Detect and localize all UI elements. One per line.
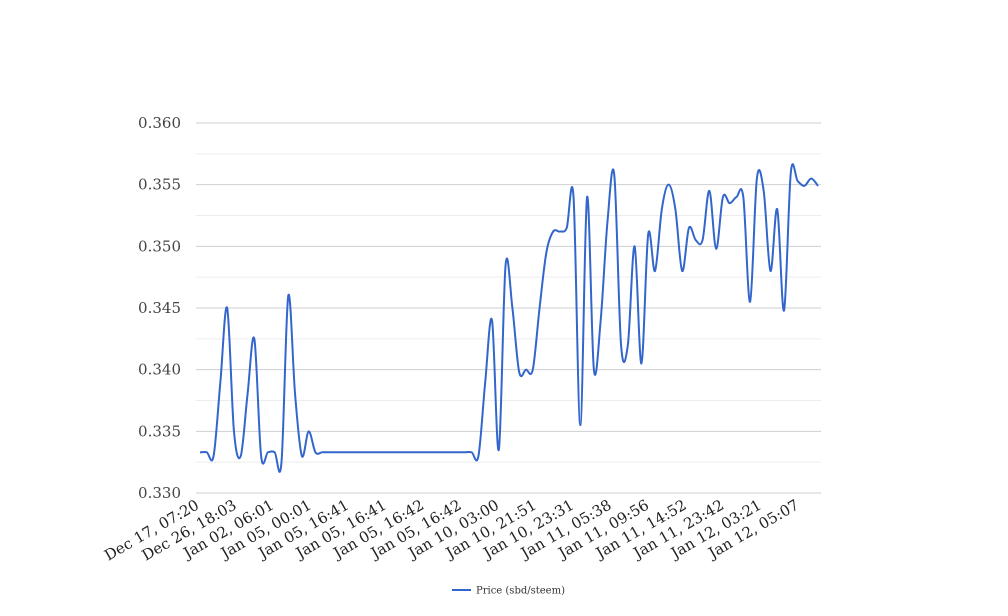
- legend: Price (sbd/steem): [452, 586, 565, 597]
- y-tick-label: 0.330: [138, 484, 181, 502]
- y-tick-label: 0.355: [138, 176, 181, 194]
- y-axis-ticks: 0.330 0.335 0.340 0.345 0.350 0.355 0.360: [138, 114, 181, 502]
- y-tick-label: 0.335: [138, 422, 181, 440]
- series-lines: [199, 163, 819, 473]
- y-tick-label: 0.360: [138, 114, 181, 132]
- gridlines: [196, 122, 821, 494]
- y-tick-label: 0.345: [138, 299, 181, 317]
- series-line: [199, 163, 819, 473]
- legend-label: Price (sbd/steem): [476, 586, 565, 597]
- y-tick-label: 0.350: [138, 237, 181, 255]
- y-tick-label: 0.340: [138, 361, 181, 379]
